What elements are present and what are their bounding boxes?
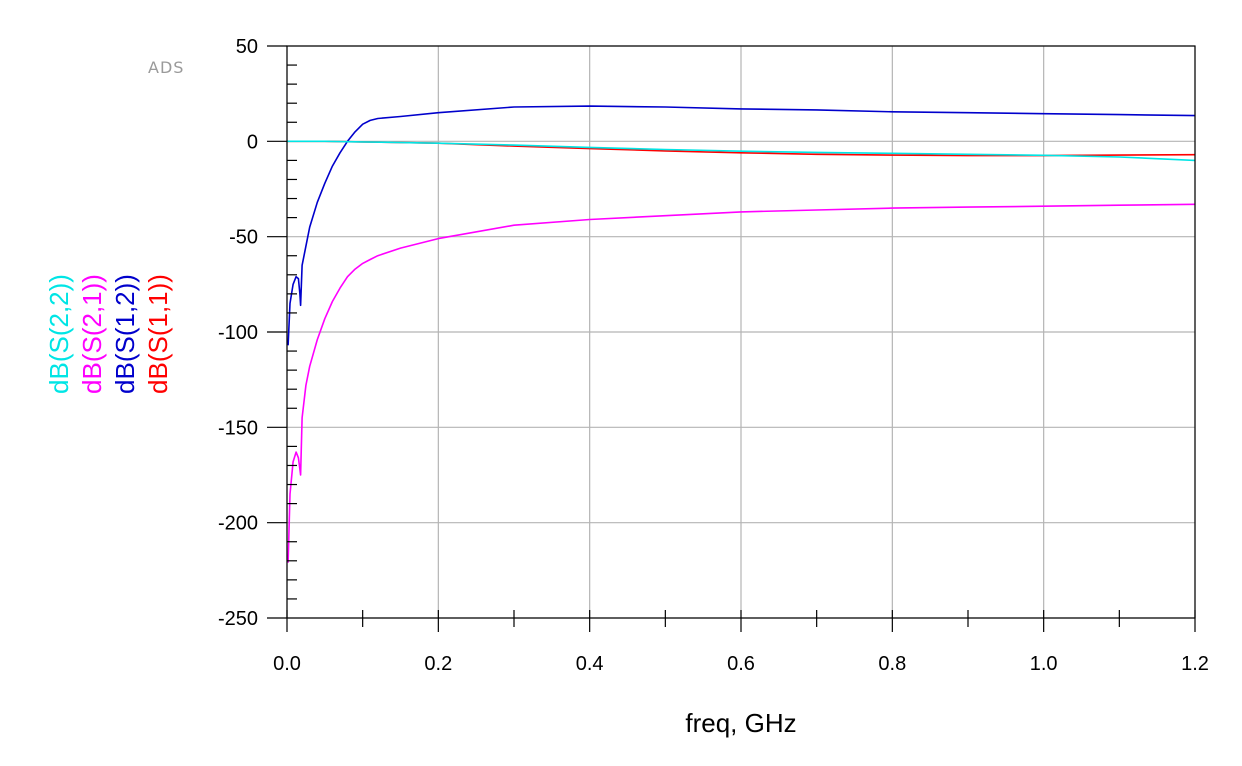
x-tick-label: 0.6 bbox=[727, 653, 755, 675]
series-line-2 bbox=[287, 105, 1196, 346]
x-tick-label: 0.2 bbox=[424, 653, 452, 675]
series-line-4 bbox=[287, 140, 1196, 162]
x-tick-label: 0.4 bbox=[576, 653, 604, 675]
legend-entry: dB(S(2,2)) bbox=[44, 274, 74, 394]
legend-entry: dB(S(1,1)) bbox=[143, 274, 173, 394]
y-tick-label: 0 bbox=[247, 131, 258, 153]
x-axis-label: freq, GHz bbox=[685, 708, 796, 738]
x-tick-labels: 0.0 0.2 0.4 0.6 0.8 1.0 1.2 bbox=[273, 653, 1209, 675]
y-tick-labels: 50 0 -50 -100 -150 -200 -250 bbox=[218, 36, 258, 630]
legend-entry: dB(S(1,2)) bbox=[110, 274, 140, 394]
y-tick-label: -50 bbox=[229, 227, 258, 249]
y-tick-label: -250 bbox=[218, 608, 258, 630]
legend: dB(S(2,2)) dB(S(2,1)) dB(S(1,2)) dB(S(1,1)) bbox=[44, 274, 173, 394]
x-tick-label: 0.0 bbox=[273, 653, 301, 675]
legend-entry: dB(S(2,1)) bbox=[77, 274, 107, 394]
x-tick-label: 1.2 bbox=[1181, 653, 1209, 675]
series-lines bbox=[287, 105, 1196, 563]
series-line-3 bbox=[287, 203, 1196, 563]
axis-ticks bbox=[267, 45, 1196, 632]
y-tick-label: -100 bbox=[218, 322, 258, 344]
y-tick-label: 50 bbox=[236, 36, 258, 58]
ads-watermark: ADS bbox=[148, 58, 184, 77]
x-tick-label: 0.8 bbox=[878, 653, 906, 675]
y-tick-label: -200 bbox=[218, 513, 258, 535]
x-tick-label: 1.0 bbox=[1030, 653, 1058, 675]
y-tick-label: -150 bbox=[218, 417, 258, 439]
